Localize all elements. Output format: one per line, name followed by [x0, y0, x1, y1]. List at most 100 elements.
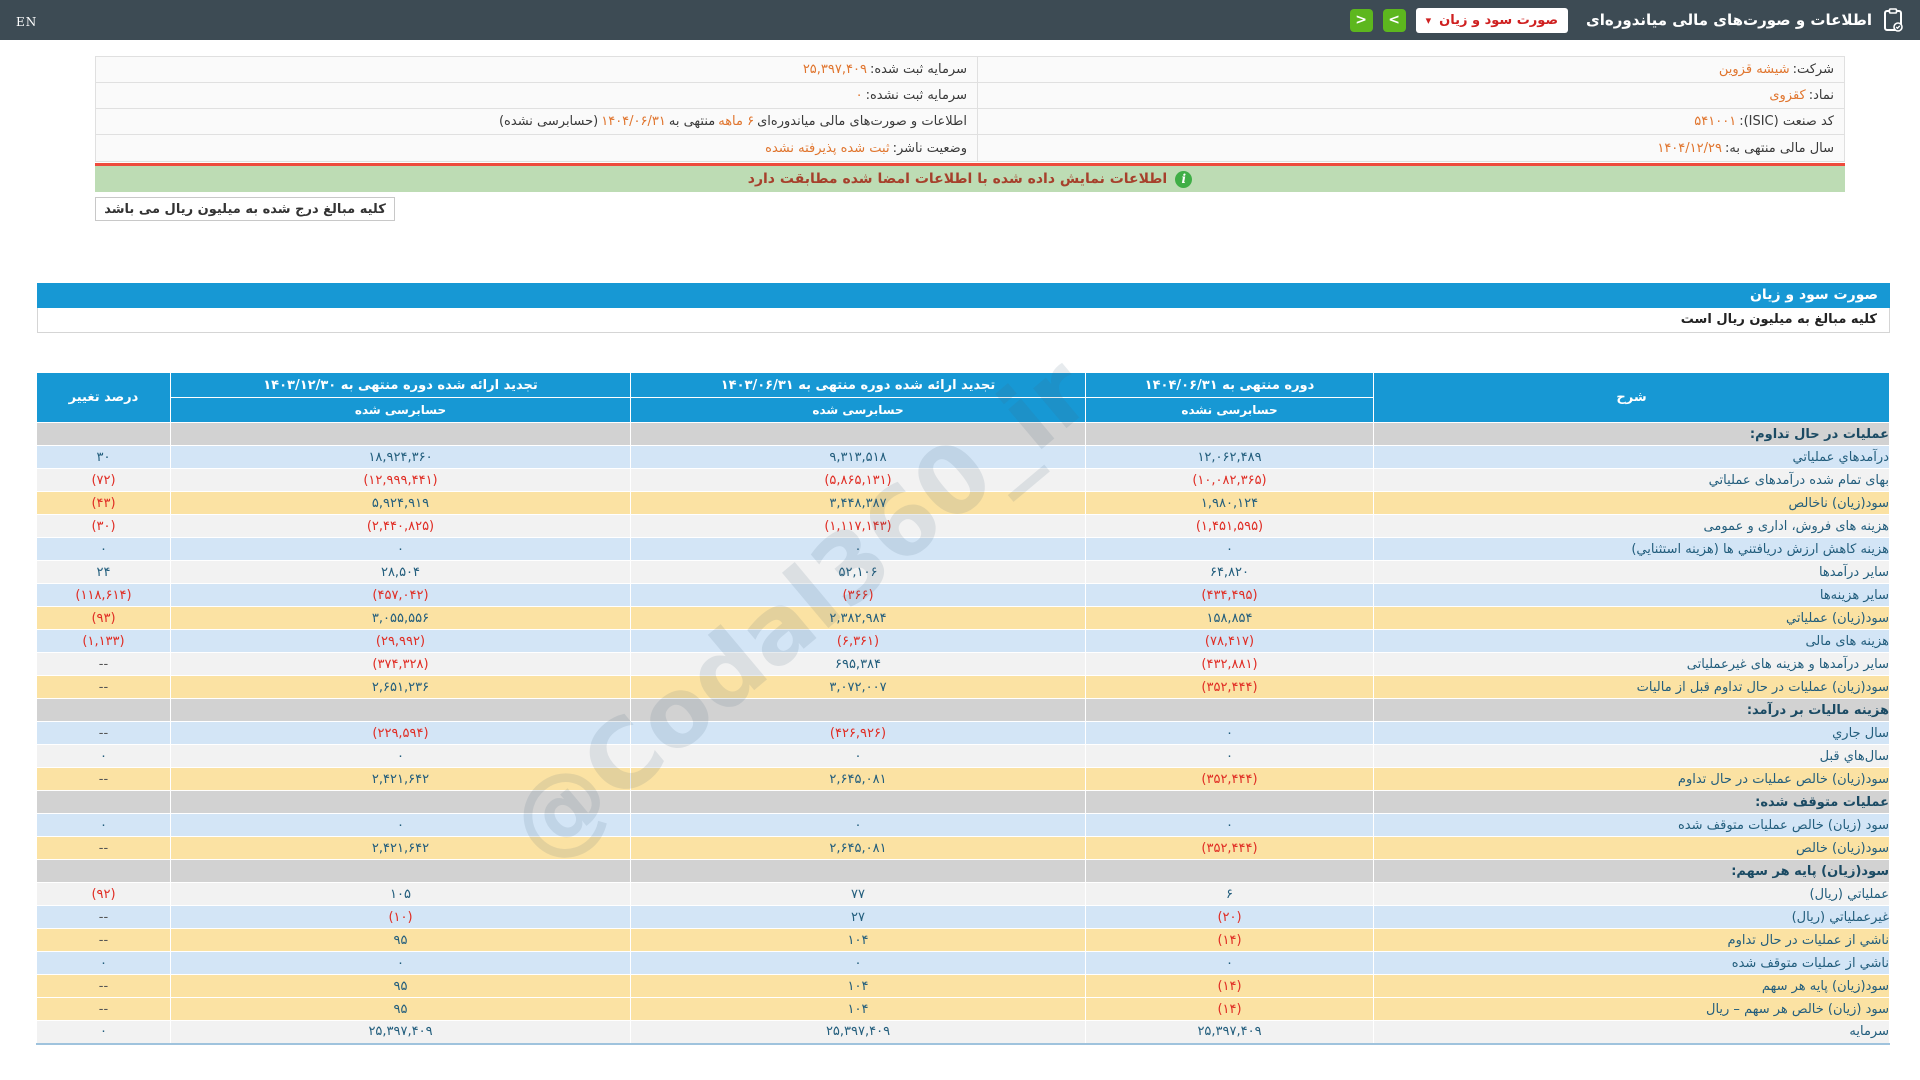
row-label: هزینه کاهش ارزش دریافتني ها (هزینه استثن…: [1373, 537, 1890, 561]
row-label: سود(زیان) عملیاتي: [1373, 606, 1890, 630]
top-bar: اطلاعات و صورت‌های مالی میاندوره‌ای صورت…: [0, 0, 1920, 40]
percent-change: (۱,۱۳۳): [36, 629, 171, 653]
table-row: غیرعملیاتي (ریال) (۲۰) ۲۷ (۱۰) --: [36, 905, 1890, 929]
value-restated-6m: [630, 422, 1086, 446]
value-current: ۰: [1085, 537, 1374, 561]
value-current: (۲۰): [1085, 905, 1374, 929]
value-current: [1085, 422, 1374, 446]
table-row: سود(زیان) خالص (۳۵۲,۴۴۴) ۲,۶۴۵,۰۸۱ ۲,۴۲۱,۶۴…: [36, 836, 1890, 860]
percent-change: --: [36, 675, 171, 699]
value-restated-6m: [630, 698, 1086, 722]
row-label: بهای تمام شده درآمدهای عملیاتي: [1373, 468, 1890, 492]
value-restated-annual: [170, 790, 631, 814]
previous-statement-button[interactable]: <: [1349, 8, 1373, 32]
value-restated-6m: (۳۶۶): [630, 583, 1086, 607]
table-row: سال‌هاي قبل ۰ ۰ ۰ ۰: [36, 744, 1890, 768]
statement-type-value: صورت سود و زیان: [1439, 12, 1559, 28]
value-restated-annual: ۳,۰۵۵,۵۵۶: [170, 606, 631, 630]
header-audit-restated-6m: حسابرسی شده: [630, 397, 1086, 423]
row-label: سایر درآمدها: [1373, 560, 1890, 584]
value-restated-6m: ۳,۴۴۸,۳۸۷: [630, 491, 1086, 515]
row-label: سود(زیان) پایه هر سهم:: [1373, 859, 1890, 883]
language-toggle[interactable]: EN: [16, 14, 38, 29]
row-label: سود(زیان) خالص عملیات در حال تداوم: [1373, 767, 1890, 791]
header-audit-current: حسابرسی نشده: [1085, 397, 1374, 423]
signed-info-alert-text: اطلاعات نمایش داده شده با اطلاعات امضا ش…: [747, 171, 1168, 187]
signed-info-alert: i اطلاعات نمایش داده شده با اطلاعات امضا…: [95, 163, 1845, 192]
value-restated-6m: ۲,۳۸۲,۹۸۴: [630, 606, 1086, 630]
table-row: سرمایه ۲۵,۳۹۷,۴۰۹ ۲۵,۳۹۷,۴۰۹ ۲۵,۳۹۷,۴۰۹ ۰: [36, 1020, 1890, 1045]
percent-change: --: [36, 652, 171, 676]
clipboard-report-icon: [1882, 8, 1904, 32]
value-current: (۳۵۲,۴۴۴): [1085, 675, 1374, 699]
next-statement-button[interactable]: >: [1382, 8, 1406, 32]
table-row: بهای تمام شده درآمدهای عملیاتي (۱۰,۰۸۲,۳۶…: [36, 468, 1890, 492]
statement-type-select[interactable]: صورت سود و زیان ▾: [1415, 7, 1569, 33]
value-restated-annual: [170, 422, 631, 446]
value-restated-6m: ۲,۶۴۵,۰۸۱: [630, 767, 1086, 791]
header-desc: شرح: [1373, 372, 1890, 423]
percent-change: ۰: [36, 744, 171, 768]
info-cell: نماد: کقزوی: [977, 83, 1844, 108]
info-label: منتهی به: [668, 114, 716, 129]
value-restated-6m: ۰: [630, 951, 1086, 975]
value-current: ۱,۹۸۰,۱۲۴: [1085, 491, 1374, 515]
info-row: نماد: کقزوی سرمایه ثبت نشده: ۰: [96, 83, 1844, 109]
value-restated-annual: [170, 698, 631, 722]
row-label: عملیاتي (ریال): [1373, 882, 1890, 906]
profit-loss-table: شرح دوره منتهی به ۱۴۰۴/۰۶/۳۱ تجدید ارائه…: [36, 372, 1890, 1045]
value-restated-6m: ۱۰۴: [630, 928, 1086, 952]
percent-change: ۰: [36, 1020, 171, 1045]
value-restated-6m: ۲,۶۴۵,۰۸۱: [630, 836, 1086, 860]
page-title: اطلاعات و صورت‌های مالی میاندوره‌ای: [1586, 11, 1872, 29]
value-current: ۶۴,۸۲۰: [1085, 560, 1374, 584]
percent-change: --: [36, 767, 171, 791]
percent-change: ۲۴: [36, 560, 171, 584]
section-row: هزینه مالیات بر درآمد:: [36, 698, 1890, 722]
percent-change: [36, 422, 171, 446]
row-label: سرمایه: [1373, 1020, 1890, 1045]
value-current: ۰: [1085, 721, 1374, 745]
value-restated-annual: ۲,۶۵۱,۲۳۶: [170, 675, 631, 699]
percent-change: --: [36, 997, 171, 1021]
company-info-table: شرکت: شیشه قزوین سرمایه ثبت شده: ۲۵,۳۹۷,۴…: [95, 56, 1845, 162]
table-row: سایر درآمدها و هزینه های غیرعملیاتی (۴۳۲,…: [36, 652, 1890, 676]
value-restated-6m: (۵,۸۶۵,۱۳۱): [630, 468, 1086, 492]
value-restated-annual: ۰: [170, 951, 631, 975]
row-label: سال جاري: [1373, 721, 1890, 745]
value-current: (۳۵۲,۴۴۴): [1085, 836, 1374, 860]
row-label: سود (زیان) خالص هر سهم – ریال: [1373, 997, 1890, 1021]
info-value: شیشه قزوین: [1718, 62, 1790, 77]
info-label: سال مالی منتهی به:: [1724, 140, 1834, 156]
row-label: سود(زیان) عملیات در حال تداوم قبل از مال…: [1373, 675, 1890, 699]
value-restated-6m: (۶,۳۶۱): [630, 629, 1086, 653]
value-restated-annual: ۹۵: [170, 974, 631, 998]
info-cell: سال مالی منتهی به: ۱۴۰۴/۱۲/۲۹: [977, 135, 1844, 161]
value-current: ۰: [1085, 951, 1374, 975]
value-restated-annual: (۲۲۹,۵۹۴): [170, 721, 631, 745]
value-restated-annual: [170, 859, 631, 883]
value-restated-6m: (۴۲۶,۹۲۶): [630, 721, 1086, 745]
row-label: درآمدهاي عملياتي: [1373, 445, 1890, 469]
info-value: ۰: [855, 88, 863, 103]
top-bar-left: EN: [16, 11, 37, 30]
value-current: (۴۳۴,۴۹۵): [1085, 583, 1374, 607]
percent-change: (۴۳): [36, 491, 171, 515]
percent-change: --: [36, 905, 171, 929]
row-label: سود (زیان) خالص عملیات متوقف شده: [1373, 813, 1890, 837]
info-value: کقزوی: [1769, 88, 1806, 103]
value-restated-annual: ۹۵: [170, 928, 631, 952]
info-label: شرکت:: [1792, 62, 1834, 77]
value-current: (۷۸,۴۱۷): [1085, 629, 1374, 653]
percent-change: ۰: [36, 537, 171, 561]
info-label: سرمایه ثبت نشده:: [865, 88, 967, 103]
table-row: هزینه های فروش، اداری و عمومی (۱,۴۵۱,۵۹۵)…: [36, 514, 1890, 538]
value-restated-6m: ۶۹۵,۳۸۴: [630, 652, 1086, 676]
top-bar-right: اطلاعات و صورت‌های مالی میاندوره‌ای صورت…: [1349, 7, 1904, 33]
header-col-restated-6m: تجدید ارائه شده دوره منتهی به ۱۴۰۳/۰۶/۳۱: [630, 372, 1086, 398]
percent-change: ۰: [36, 951, 171, 975]
info-cell: سرمایه ثبت نشده: ۰: [96, 83, 977, 108]
value-restated-annual: ۲,۴۲۱,۶۴۲: [170, 767, 631, 791]
value-current: (۴۳۲,۸۸۱): [1085, 652, 1374, 676]
info-row: شرکت: شیشه قزوین سرمایه ثبت شده: ۲۵,۳۹۷,۴…: [96, 57, 1844, 83]
